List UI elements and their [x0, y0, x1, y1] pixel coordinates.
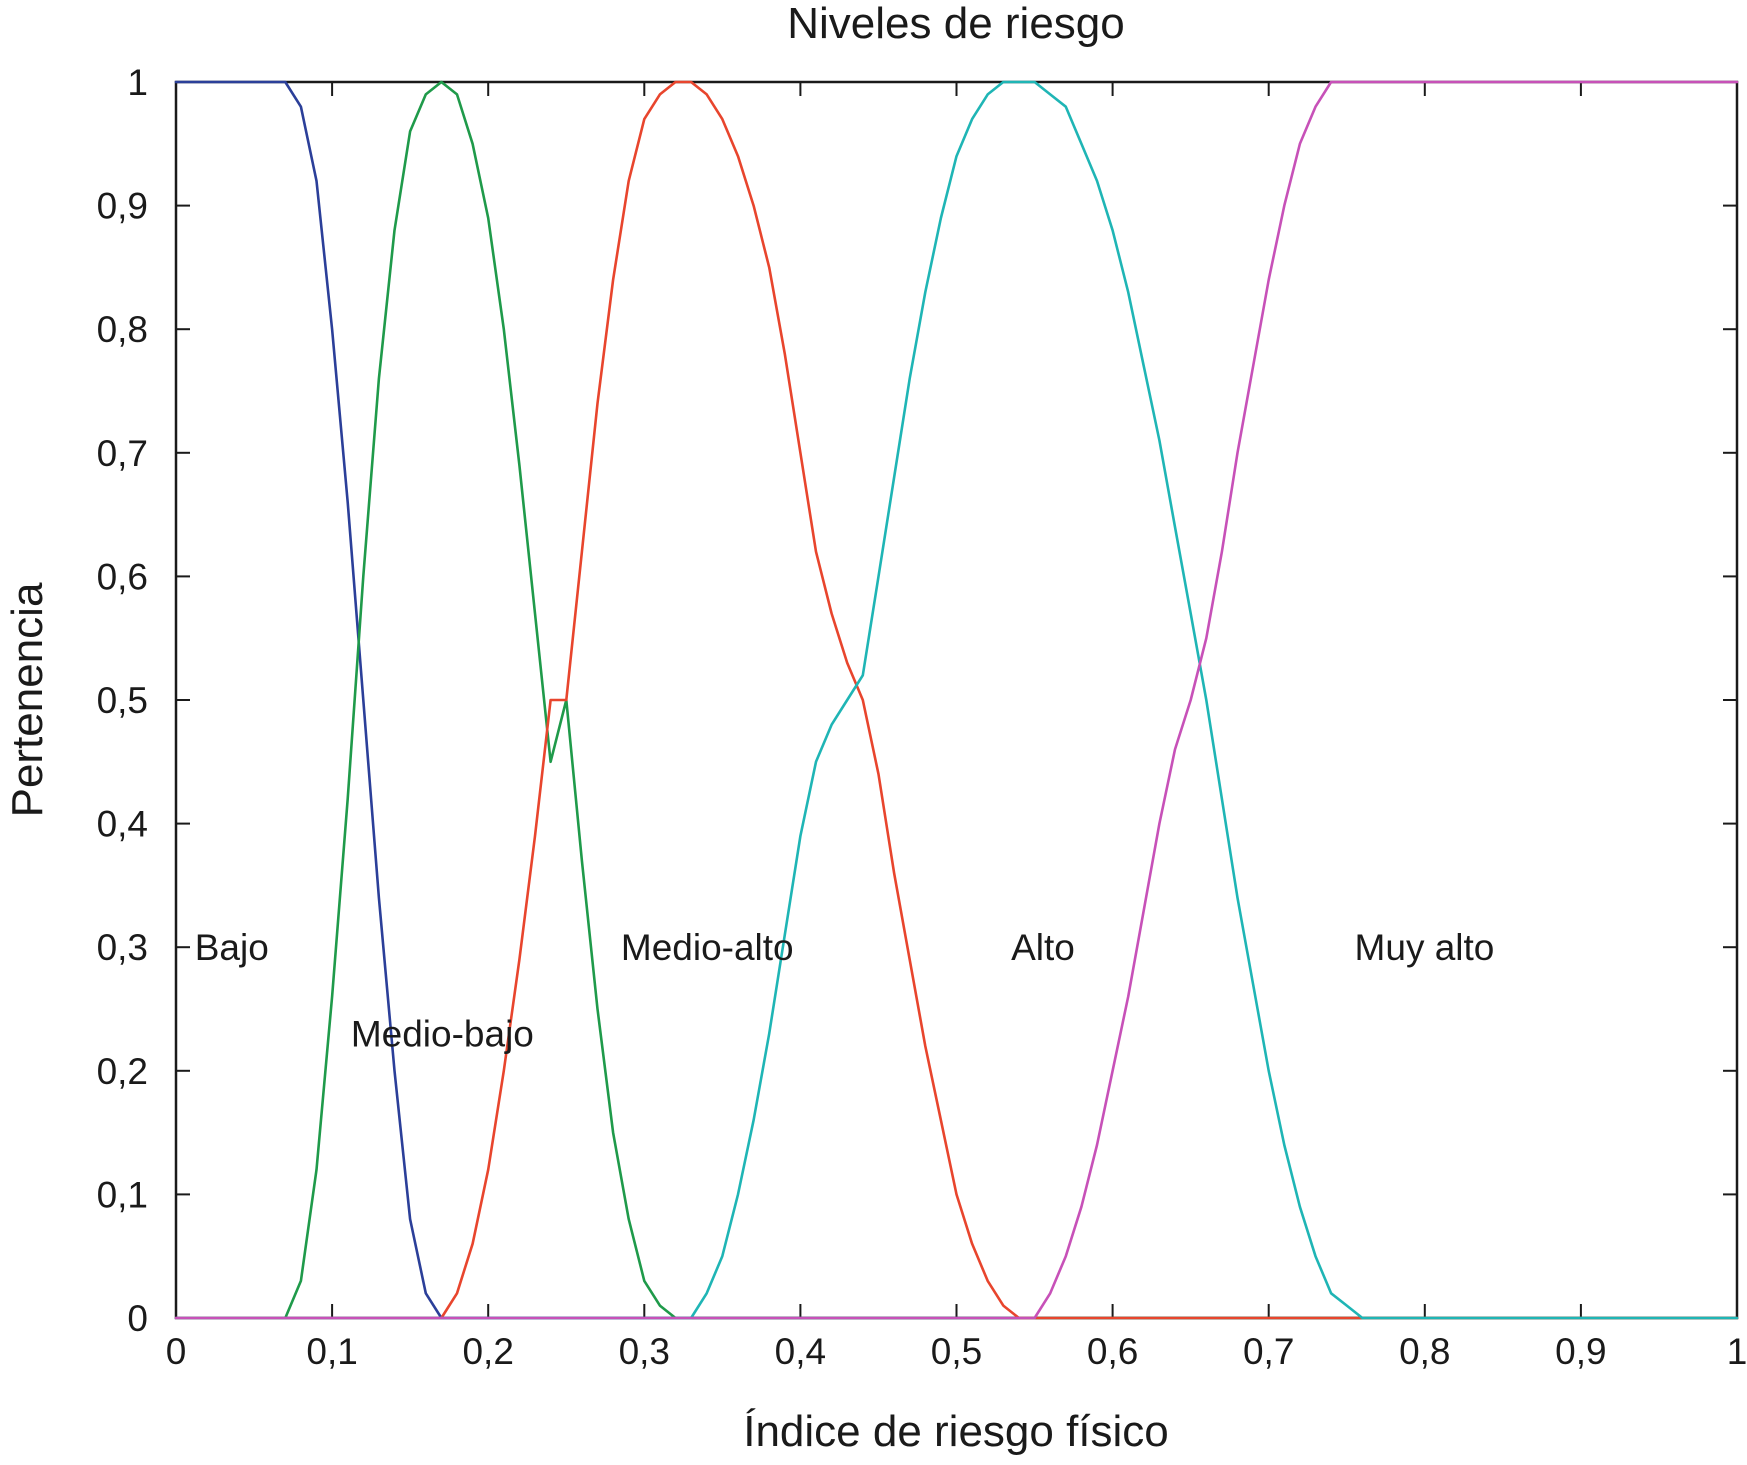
x-tick-label: 0,1: [306, 1331, 357, 1372]
series-label: Bajo: [195, 927, 269, 968]
series-line-alto: [174, 80, 1739, 1320]
y-tick-label: 0,1: [97, 1174, 148, 1215]
x-tick-label: 0,7: [1243, 1331, 1294, 1372]
y-tick-label: 0,4: [97, 804, 148, 845]
y-tick-label: 0,7: [97, 433, 148, 474]
series-line-bajo: [174, 80, 1739, 1320]
y-tick-label: 0,6: [97, 556, 148, 597]
x-tick-label: 0,9: [1555, 1331, 1606, 1372]
x-tick-label: 0,5: [931, 1331, 982, 1372]
series-line-medio-alto: [174, 80, 1739, 1320]
x-tick-label: 0,4: [775, 1331, 826, 1372]
series-label: Muy alto: [1355, 927, 1495, 968]
x-axis: 0 0,1 0,2 0,3 0,4 0,5 0,6 0,7 0,8 0,9 1: [166, 82, 1747, 1372]
x-tick-label: 1: [1727, 1331, 1747, 1372]
series-labels: Bajo Medio-bajo Medio-alto Alto Muy alto: [195, 927, 1495, 1055]
series-lines: [174, 80, 1739, 1320]
y-tick-label: 1: [127, 62, 148, 103]
x-tick-label: 0,2: [462, 1331, 513, 1372]
x-tick-label: 0,6: [1087, 1331, 1138, 1372]
y-tick-label: 0,8: [97, 309, 148, 350]
series-label: Medio-bajo: [351, 1014, 534, 1055]
x-axis-title: Índice de riesgo físico: [743, 1407, 1169, 1456]
y-tick-label: 0,5: [97, 680, 148, 721]
chart-title: Niveles de riesgo: [787, 0, 1125, 48]
series-line-muy-alto: [174, 80, 1739, 1320]
series-label: Alto: [1011, 927, 1075, 968]
series-line-medio-bajo: [174, 80, 1739, 1320]
x-tick-label: 0,3: [619, 1331, 670, 1372]
y-tick-label: 0: [127, 1298, 148, 1339]
y-tick-label: 0,9: [97, 186, 148, 227]
x-tick-label: 0: [166, 1331, 187, 1372]
y-tick-label: 0,2: [97, 1051, 148, 1092]
y-tick-label: 0,3: [97, 927, 148, 968]
y-axis-title: Pertenencia: [3, 582, 52, 817]
x-tick-label: 0,8: [1399, 1331, 1450, 1372]
series-label: Medio-alto: [621, 927, 794, 968]
y-axis: 0 0,1 0,2 0,3 0,4 0,5 0,6 0,7 0,8 0,9 1: [97, 62, 1737, 1339]
